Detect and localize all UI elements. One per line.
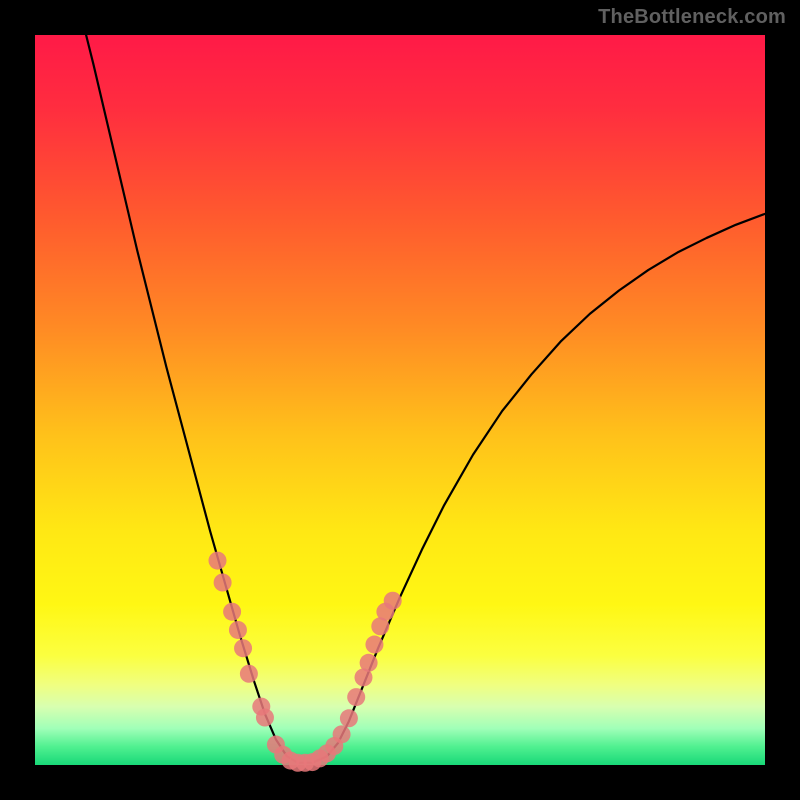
curve-marker [234,639,252,657]
watermark-text: TheBottleneck.com [598,6,786,29]
curve-marker [229,621,247,639]
curve-marker [214,574,232,592]
curve-marker [384,592,402,610]
plot-gradient-background [35,35,765,765]
curve-marker [333,725,351,743]
curve-marker [209,552,227,570]
curve-marker [223,603,241,621]
curve-marker [347,688,365,706]
curve-marker [340,709,358,727]
curve-marker [360,654,378,672]
bottleneck-curve-chart [0,0,800,800]
curve-marker [256,709,274,727]
curve-marker [365,636,383,654]
curve-marker [240,665,258,683]
